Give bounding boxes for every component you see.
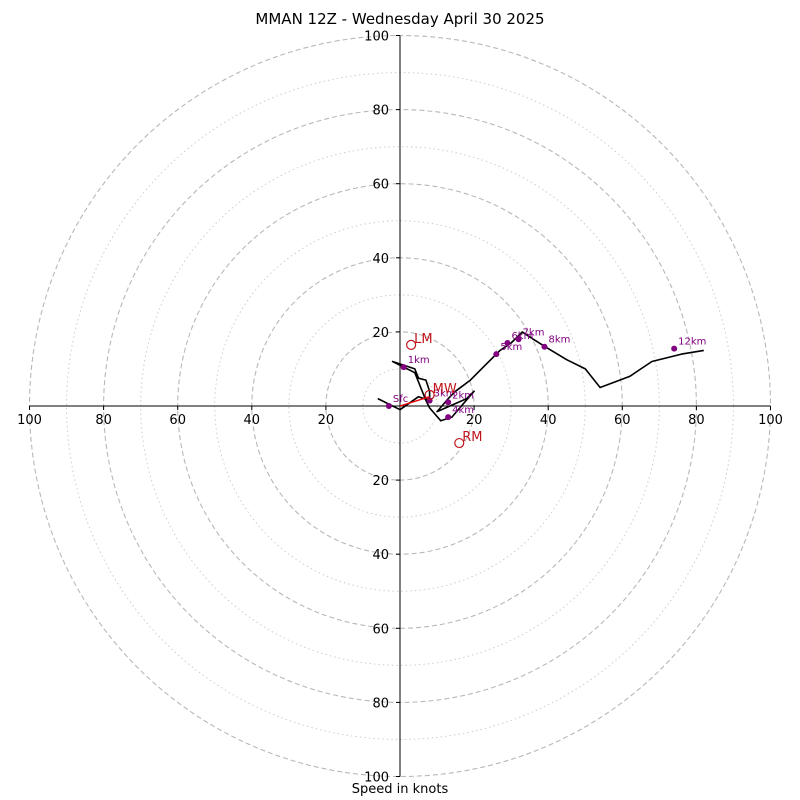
storm-motion-label: LM xyxy=(414,332,432,347)
height-marker-label: 3km xyxy=(434,388,456,399)
y-tick-label: 60 xyxy=(372,622,389,637)
y-tick-label: 100 xyxy=(364,771,389,786)
height-marker-dot xyxy=(385,403,392,409)
height-marker-dot xyxy=(445,399,452,406)
hodograph-series xyxy=(377,331,704,422)
height-marker-label: 1km xyxy=(408,355,430,366)
x-tick-label: 40 xyxy=(540,413,557,428)
height-marker-label: 5km xyxy=(500,342,522,353)
x-tick-label: 60 xyxy=(614,413,631,428)
storm-motion-marker xyxy=(406,339,417,350)
x-tick-label: 80 xyxy=(95,413,112,428)
tick-labels: 100 100 80 80 60 60 40 40 20 20 20 20 40 40 60 60 80 80 10… xyxy=(17,30,783,786)
y-tick-label: 40 xyxy=(372,252,389,267)
y-tick-label: 20 xyxy=(372,474,389,489)
x-tick-label: 100 xyxy=(758,413,783,428)
x-axis-label: Speed in knots xyxy=(351,782,449,797)
height-marker-label: 8km xyxy=(548,335,570,346)
height-marker-label: Sfc xyxy=(393,394,408,405)
chart-title: MMAN 12Z - Wednesday April 30 2025 xyxy=(255,10,545,28)
storm-motion-marker xyxy=(424,389,435,400)
height-marker-dot xyxy=(493,351,500,358)
height-marker-label: 4km xyxy=(452,405,474,416)
x-tick-label: 20 xyxy=(466,413,483,428)
storm-motion-label: RM xyxy=(462,430,482,445)
height-marker-label: 12km xyxy=(678,337,706,348)
height-marker-dot xyxy=(671,345,678,352)
x-tick-label: 80 xyxy=(688,413,705,428)
storm-motion-label: MW xyxy=(433,382,457,397)
height-marker-dot xyxy=(515,336,522,343)
y-tick-label: 100 xyxy=(364,30,389,45)
height-marker-dot xyxy=(541,343,548,350)
height-marker-dot xyxy=(400,364,407,371)
y-tick-label: 40 xyxy=(372,548,389,563)
x-tick-label: 60 xyxy=(169,413,186,428)
height-marker-dot xyxy=(445,414,452,421)
y-tick-label: 20 xyxy=(372,326,389,341)
y-tick-label: 80 xyxy=(372,696,389,711)
storm-motion-markers: LM MW RM xyxy=(406,332,483,449)
hodograph-line xyxy=(377,331,704,422)
height-marker-label: 2km xyxy=(452,390,474,401)
mean-wind-vector xyxy=(399,396,430,407)
storm-motion-marker xyxy=(454,437,465,449)
height-marker-label: 6km xyxy=(511,331,533,342)
height-marker-dot xyxy=(504,340,511,347)
x-tick-label: 20 xyxy=(318,413,335,428)
height-marker-label: 7km xyxy=(523,327,545,338)
y-tick-label: 80 xyxy=(372,104,389,119)
x-tick-label: 100 xyxy=(17,413,42,428)
x-tick-label: 40 xyxy=(244,413,261,428)
y-tick-label: 60 xyxy=(372,178,389,193)
